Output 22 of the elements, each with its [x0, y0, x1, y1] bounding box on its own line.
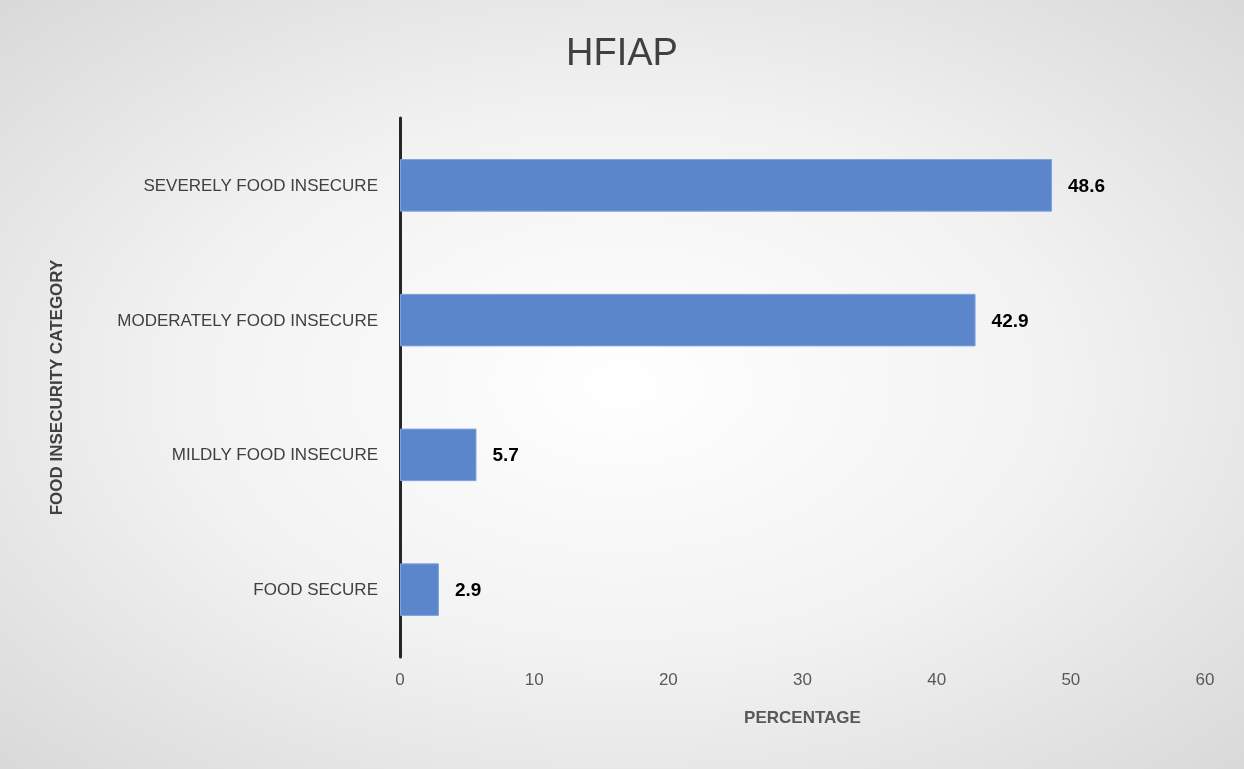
x-tick-label: 10	[524, 670, 544, 689]
x-tick-label: 50	[1061, 670, 1081, 689]
y-tick-label: FOOD SECURE	[253, 580, 378, 600]
x-tick-label: 0	[395, 670, 405, 689]
x-axis-title: PERCENTAGE	[744, 708, 861, 727]
x-tick-label: 20	[658, 670, 678, 689]
y-tick-label: MILDLY FOOD INSECURE	[171, 445, 378, 465]
bar	[400, 159, 1053, 212]
data-label: 2.9	[454, 579, 482, 601]
bar	[400, 428, 477, 482]
y-axis-title: FOOD INSECURITY CATEGORY	[47, 259, 66, 516]
bar	[400, 293, 976, 347]
bar	[400, 563, 439, 616]
chart-title: HFIAP	[566, 31, 678, 73]
x-tick-label: 30	[793, 670, 812, 689]
data-label: 42.9	[991, 309, 1029, 331]
data-label: 5.7	[492, 444, 519, 466]
data-label: 48.6	[1068, 174, 1106, 196]
x-tick-label: 40	[927, 670, 947, 689]
y-tick-label: SEVERELY FOOD INSECURE	[143, 175, 378, 195]
x-tick-label: 60	[1195, 670, 1215, 689]
y-tick-label: MODERATELY FOOD INSECURE	[117, 310, 378, 330]
